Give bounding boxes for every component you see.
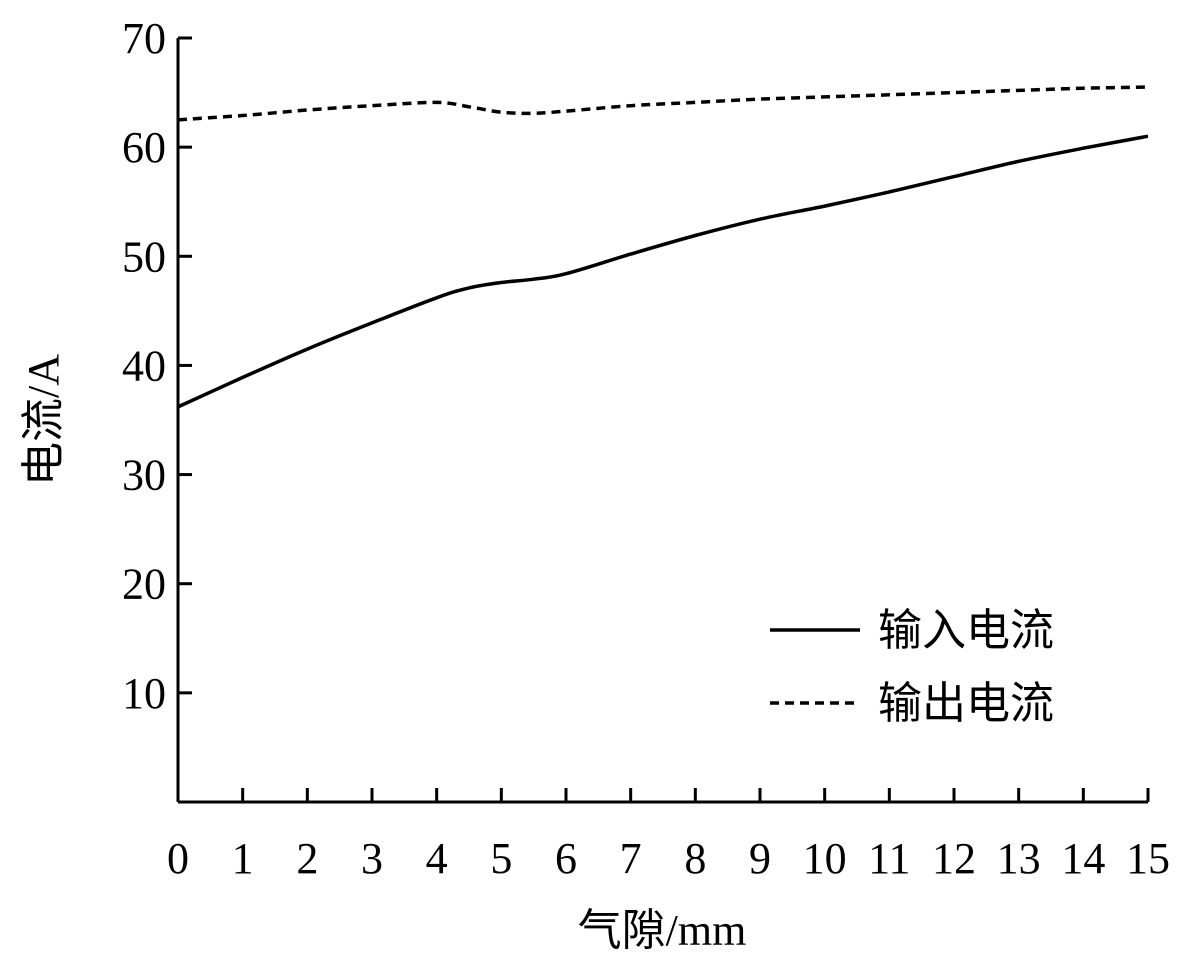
- x-tick-label: 11: [868, 834, 910, 883]
- x-tick-label: 15: [1126, 834, 1170, 883]
- x-tick-label: 3: [361, 834, 383, 883]
- x-axis-ticks: 0 1 2 3 4 5 6 7 8 9 10 11 12 13 14 15: [167, 788, 1170, 883]
- axes: [176, 38, 1148, 804]
- y-tick-label: 50: [122, 232, 166, 281]
- x-tick-label: 6: [555, 834, 577, 883]
- legend-label-output-current: 输出电流: [878, 679, 1054, 728]
- y-tick-label: 70: [122, 14, 166, 63]
- x-tick-label: 13: [997, 834, 1041, 883]
- x-tick-label: 7: [620, 834, 642, 883]
- y-axis-label: 电流/A: [19, 354, 68, 486]
- series-lines: [177, 85, 1149, 409]
- x-tick-label: 14: [1061, 834, 1105, 883]
- x-tick-label: 9: [749, 834, 771, 883]
- y-tick-label: 30: [122, 451, 166, 500]
- series-line-output-current: [177, 85, 1149, 122]
- legend-label-input-current: 输入电流: [878, 606, 1054, 655]
- y-tick-label: 10: [122, 669, 166, 718]
- x-tick-label: 8: [684, 834, 706, 883]
- y-tick-label: 20: [122, 560, 166, 609]
- y-tick-label: 60: [122, 123, 166, 172]
- x-tick-label: 12: [932, 834, 976, 883]
- x-tick-label: 4: [426, 834, 448, 883]
- x-tick-label: 10: [803, 834, 847, 883]
- x-tick-label: 1: [232, 834, 254, 883]
- x-axis-label: 气隙/mm: [578, 906, 747, 955]
- x-tick-label: 2: [296, 834, 318, 883]
- y-axis-ticks: 10 20 30 40 50 60 70: [122, 14, 192, 718]
- series-line-input-current: [177, 134, 1149, 409]
- y-tick-label: 40: [122, 341, 166, 390]
- x-tick-label: 0: [167, 834, 189, 883]
- x-tick-label: 5: [490, 834, 512, 883]
